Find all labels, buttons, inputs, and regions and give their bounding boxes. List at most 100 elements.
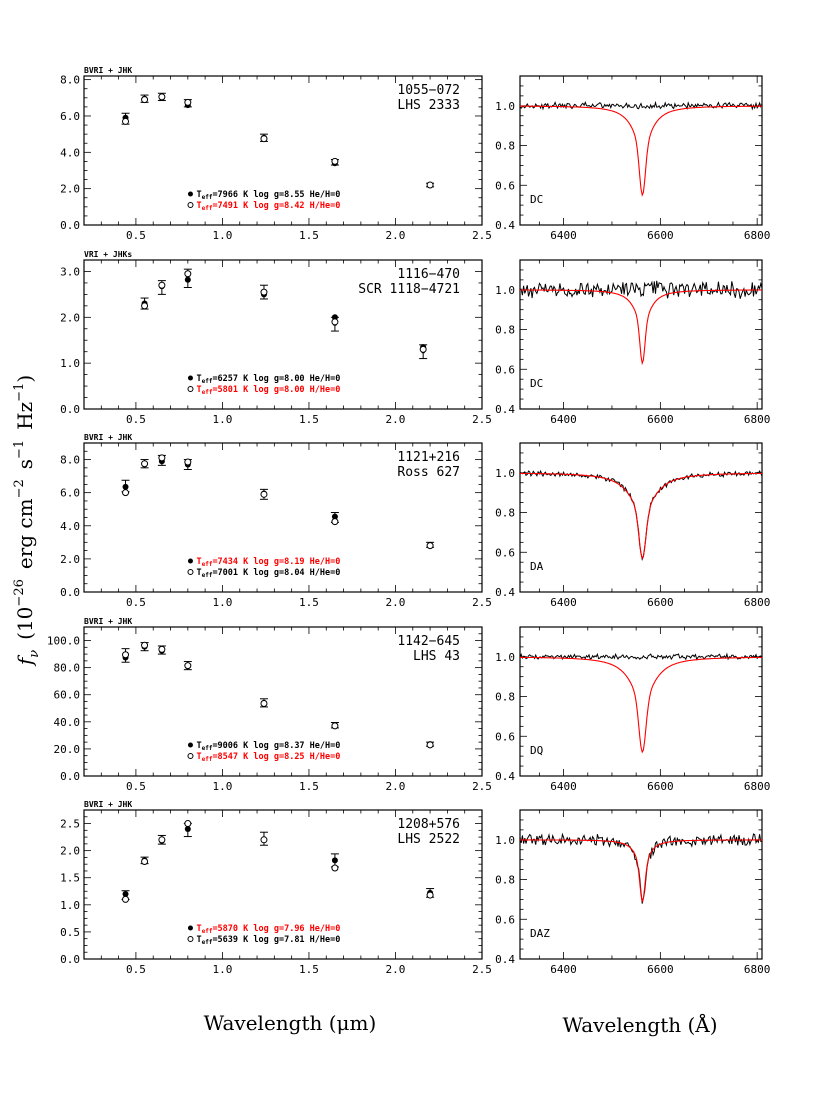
sed-y-tick-label: 4.0 xyxy=(60,146,80,159)
model-open-point xyxy=(122,651,130,659)
model-open-point xyxy=(122,489,130,497)
legend-teff: T xyxy=(196,752,201,762)
sed-x-tick-label: 1.5 xyxy=(299,596,319,609)
star-id: 1208+576 xyxy=(397,817,460,832)
model-open-point xyxy=(158,645,166,653)
spectral-type-label: DQ xyxy=(530,744,543,757)
model-open-point xyxy=(331,518,339,526)
star-name: LHS 2333 xyxy=(397,98,460,113)
sed-x-tick-label: 0.5 xyxy=(126,229,146,242)
legend-teff: T xyxy=(196,935,201,945)
spectrum-y-tick-label: 1.0 xyxy=(495,467,515,480)
model-open-point xyxy=(184,270,192,278)
y-title-unit-3: Hz xyxy=(13,402,37,430)
model-open-point xyxy=(331,318,339,326)
sed-y-tick-label: 2.0 xyxy=(60,183,80,196)
star-id: 1055−072 xyxy=(397,83,460,98)
photometry-label: VRI + JHKs xyxy=(84,250,132,259)
sed-y-tick-label: 8.0 xyxy=(60,74,80,87)
star-name: LHS 43 xyxy=(413,649,460,664)
sed-y-tick-label: 1.5 xyxy=(60,872,80,885)
legend-params: =7001 K log g=8.04 H/He=0 xyxy=(212,568,340,578)
photometry-label: BVRI + JHK xyxy=(84,800,132,809)
sed-frame xyxy=(83,259,483,410)
spectrum-frame xyxy=(519,442,763,593)
spectrum-panel-1: 6400 6600 6800 0.4 0.6 0.8 1.0 DC xyxy=(495,75,770,242)
legend-label: Teff=7001 K log g=8.04 H/He=0 xyxy=(196,568,340,579)
legend-filled-marker xyxy=(187,558,193,564)
sed-y-tick-label: 1.0 xyxy=(60,357,80,370)
sed-x-tick-label: 1.0 xyxy=(212,963,232,976)
legend-teff: T xyxy=(196,374,201,384)
star-name: LHS 2522 xyxy=(397,832,460,847)
observed-spectrum-line xyxy=(519,100,763,111)
model-open-point xyxy=(184,98,192,106)
model-open-point xyxy=(122,895,130,903)
model-open-point xyxy=(331,864,339,872)
spectrum-y-tick-label: 0.6 xyxy=(495,179,515,192)
spectrum-panel-3: 6400 6600 6800 0.4 0.6 0.8 1.0 DA xyxy=(495,442,770,609)
legend-label: Teff=7966 K log g=8.55 He/H=0 xyxy=(196,190,340,201)
model-spectrum-line xyxy=(520,105,762,197)
sed-y-tick-label: 6.0 xyxy=(60,487,80,500)
model-filled-point xyxy=(122,890,129,897)
sed-x-tick-label: 1.5 xyxy=(299,780,319,793)
model-open-point xyxy=(426,181,434,189)
legend-label: Teff=9006 K log g=8.37 He/H=0 xyxy=(196,741,340,752)
spectrum-x-tick-label: 6400 xyxy=(550,596,577,609)
x-axis-title-right: Wavelength (Å) xyxy=(562,1012,717,1037)
sed-y-tick-label: 8.0 xyxy=(60,454,80,467)
spectrum-x-tick-label: 6400 xyxy=(550,780,577,793)
spectrum-panel-2: 6400 6600 6800 0.4 0.6 0.8 1.0 DC xyxy=(495,259,770,426)
sed-y-tick-label: 0.0 xyxy=(60,770,80,783)
spectrum-x-tick-label: 6600 xyxy=(647,413,674,426)
legend-teff-sub: eff xyxy=(202,928,213,935)
y-title-unit-2: s xyxy=(13,459,37,469)
sed-y-tick-label: 2.0 xyxy=(60,845,80,858)
model-open-point xyxy=(260,135,268,143)
spectrum-x-tick-label: 6800 xyxy=(744,780,771,793)
legend-params: =7491 K log g=8.42 H/He=0 xyxy=(212,201,340,211)
spectrum-y-tick-label: 0.8 xyxy=(495,507,515,520)
sed-x-tick-label: 0.5 xyxy=(126,413,146,426)
model-spectrum-line xyxy=(520,656,762,754)
sed-x-tick-label: 2.0 xyxy=(386,780,406,793)
spectral-type-label: DC xyxy=(530,193,543,206)
sed-y-tick-label: 40.0 xyxy=(54,716,81,729)
y-title-exp-3: −1 xyxy=(12,440,27,459)
y-axis-title: fν(10−26erg cm−2s−1Hz−1) xyxy=(12,375,42,667)
sed-y-tick-label: 2.5 xyxy=(60,818,80,831)
sed-x-tick-label: 2.5 xyxy=(472,596,492,609)
sed-y-tick-label: 6.0 xyxy=(60,110,80,123)
model-open-point xyxy=(260,490,268,498)
model-open-point xyxy=(419,345,427,353)
sed-y-tick-label: 60.0 xyxy=(54,689,81,702)
photometry-label: BVRI + JHK xyxy=(84,617,132,626)
sed-y-tick-label: 0.0 xyxy=(60,586,80,599)
y-title-exp-4: −1 xyxy=(12,383,27,402)
model-filled-point xyxy=(331,513,338,520)
sed-x-tick-label: 2.0 xyxy=(386,596,406,609)
sed-x-tick-label: 1.5 xyxy=(299,229,319,242)
legend-teff: T xyxy=(196,741,201,751)
y-title-exp-1: −26 xyxy=(12,579,27,606)
star-id: 1142−645 xyxy=(397,634,460,649)
spectrum-frame xyxy=(519,626,763,777)
spectrum-x-tick-label: 6400 xyxy=(550,229,577,242)
star-id: 1116−470 xyxy=(397,267,460,282)
spectrum-y-tick-label: 0.4 xyxy=(495,953,515,966)
sed-x-tick-label: 0.5 xyxy=(126,963,146,976)
spectral-type-label: DC xyxy=(530,377,543,390)
sed-y-tick-label: 4.0 xyxy=(60,520,80,533)
model-filled-point xyxy=(331,857,338,864)
spectrum-x-tick-label: 6400 xyxy=(550,963,577,976)
sed-x-tick-label: 1.0 xyxy=(212,596,232,609)
legend-teff-sub: eff xyxy=(202,745,213,752)
legend-open-marker xyxy=(187,569,194,575)
model-open-point xyxy=(158,281,166,289)
legend-filled-marker xyxy=(187,375,193,381)
y-title-exp-2: −2 xyxy=(12,479,27,498)
spectrum-frame xyxy=(519,809,763,960)
sed-x-tick-label: 2.5 xyxy=(472,229,492,242)
